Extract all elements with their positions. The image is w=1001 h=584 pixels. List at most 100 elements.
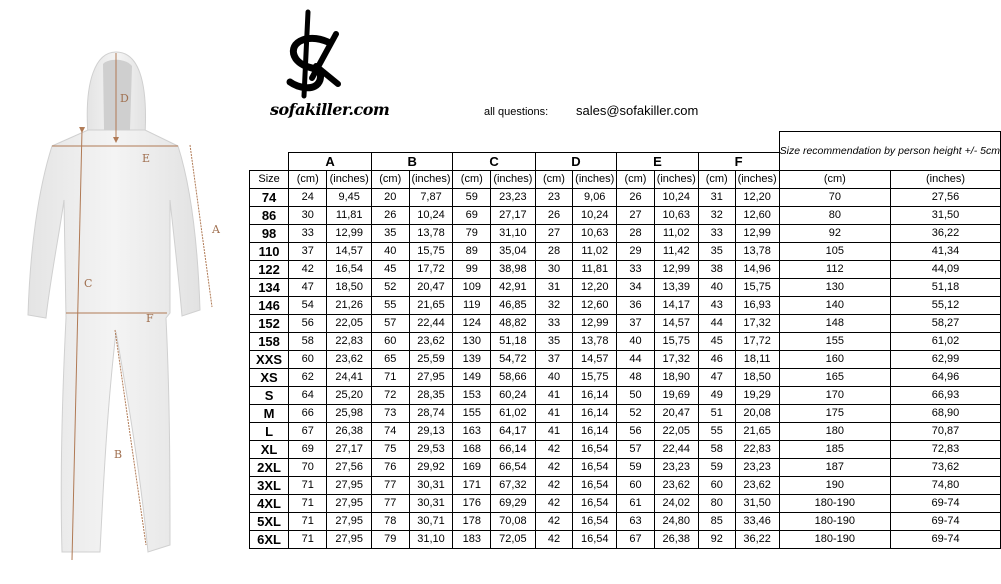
size-cell: L xyxy=(248,422,290,441)
unit-header-inches: (inches) xyxy=(326,170,372,189)
value-cell: 70,87 xyxy=(890,422,1001,441)
value-cell: 190 xyxy=(778,476,892,495)
value-cell: 59 xyxy=(697,458,736,477)
onesie-drawing xyxy=(27,51,201,553)
value-cell: 16,14 xyxy=(572,422,618,441)
value-cell: 73,62 xyxy=(890,458,1001,477)
value-cell: 22,44 xyxy=(408,314,454,333)
value-cell: 48 xyxy=(616,368,655,387)
size-cell: XS xyxy=(248,368,290,387)
value-cell: 187 xyxy=(778,458,892,477)
value-cell: 24,41 xyxy=(326,368,372,387)
value-cell: 38,98 xyxy=(490,260,536,279)
value-cell: 33 xyxy=(534,314,574,333)
figure-label-a: A xyxy=(211,223,221,236)
value-cell: 22,05 xyxy=(326,314,372,333)
value-cell: 139 xyxy=(452,350,492,369)
value-cell: 38 xyxy=(697,260,736,279)
value-cell: 29,13 xyxy=(408,422,454,441)
value-cell: 40 xyxy=(534,368,574,387)
value-cell: 37 xyxy=(534,350,574,369)
value-cell: 183 xyxy=(452,530,492,549)
value-cell: 79 xyxy=(370,530,410,549)
unit-header-cm: (cm) xyxy=(616,170,655,189)
unit-header-inches: (inches) xyxy=(408,170,454,189)
unit-header-cm: (cm) xyxy=(288,170,328,189)
value-cell: 12,20 xyxy=(572,278,618,297)
value-cell: 42 xyxy=(534,530,574,549)
table-row: 98 33 12,99 35 13,78 79 31,10 27 10,63 28 11,02 33 1… xyxy=(248,224,1001,243)
table-row: 146 54 21,26 55 21,65 119 46,85 32 12,60 36 14,17 4… xyxy=(248,296,1001,315)
value-cell: 27,56 xyxy=(890,188,1001,207)
value-cell: 47 xyxy=(288,278,328,297)
size-cell: 152 xyxy=(248,314,290,333)
value-cell: 67 xyxy=(616,530,655,549)
value-cell: 153 xyxy=(452,386,492,405)
value-cell: 40 xyxy=(697,278,736,297)
size-cell: 74 xyxy=(248,188,290,207)
value-cell: 45 xyxy=(370,260,410,279)
value-cell: 15,75 xyxy=(653,332,699,351)
size-cell: 146 xyxy=(248,296,290,315)
value-cell: 51 xyxy=(697,404,736,423)
table-row: S 64 25,20 72 28,35 153 60,24 41 16,14 50 19,69 49 1… xyxy=(248,386,1001,405)
value-cell: 163 xyxy=(452,422,492,441)
value-cell: 46,85 xyxy=(490,296,536,315)
value-cell: 29 xyxy=(616,242,655,261)
value-cell: 29,92 xyxy=(408,458,454,477)
value-cell: 37 xyxy=(616,314,655,333)
value-cell: 61,02 xyxy=(490,404,536,423)
value-cell: 11,81 xyxy=(572,260,618,279)
value-cell: 42 xyxy=(534,440,574,459)
value-cell: 23,62 xyxy=(653,476,699,495)
value-cell: 51,18 xyxy=(490,332,536,351)
value-cell: 37 xyxy=(288,242,328,261)
group-header-a: A xyxy=(288,151,372,172)
size-cell: 134 xyxy=(248,278,290,297)
size-cell: 110 xyxy=(248,242,290,261)
value-cell: 46 xyxy=(697,350,736,369)
value-cell: 31 xyxy=(534,278,574,297)
value-cell: 32 xyxy=(534,296,574,315)
value-cell: 54 xyxy=(288,296,328,315)
value-cell: 71 xyxy=(288,494,328,513)
value-cell: 15,75 xyxy=(408,242,454,261)
table-row: 5XL 71 27,95 78 30,71 178 70,08 42 16,54 63 24,80 8… xyxy=(248,512,1001,531)
table-row: 6XL 71 27,95 79 31,10 183 72,05 42 16,54 67 26,38 9… xyxy=(248,530,1001,549)
unit-header-inches: (inches) xyxy=(490,170,536,189)
group-header-d: D xyxy=(534,151,618,172)
value-cell: 16,54 xyxy=(572,440,618,459)
table-row: 86 30 11,81 26 10,24 69 27,17 26 10,24 27 10,63 32 1… xyxy=(248,206,1001,225)
size-cell: S xyxy=(248,386,290,405)
value-cell: 105 xyxy=(778,242,892,261)
header-row-top: Size recommendation by person height +/-… xyxy=(250,131,1001,171)
value-cell: 27,56 xyxy=(326,458,372,477)
unit-header-inches: (inches) xyxy=(572,170,618,189)
value-cell: 11,42 xyxy=(653,242,699,261)
value-cell: 10,24 xyxy=(653,188,699,207)
value-cell: 180-190 xyxy=(778,530,892,549)
value-cell: 61 xyxy=(616,494,655,513)
value-cell: 58,66 xyxy=(490,368,536,387)
value-cell: 20,08 xyxy=(734,404,780,423)
value-cell: 19,69 xyxy=(653,386,699,405)
value-cell: 11,81 xyxy=(326,206,372,225)
value-cell: 59 xyxy=(452,188,492,207)
measure-line-b xyxy=(114,329,147,546)
value-cell: 175 xyxy=(778,404,892,423)
value-cell: 27 xyxy=(534,224,574,243)
value-cell: 70 xyxy=(778,188,892,207)
value-cell: 12,99 xyxy=(326,224,372,243)
value-cell: 48,82 xyxy=(490,314,536,333)
value-cell: 74,80 xyxy=(890,476,1001,495)
value-cell: 178 xyxy=(452,512,492,531)
value-cell: 160 xyxy=(778,350,892,369)
value-cell: 10,63 xyxy=(653,206,699,225)
value-cell: 66 xyxy=(288,404,328,423)
unit-header-cm: (cm) xyxy=(370,170,410,189)
contact-email[interactable]: sales@sofakiller.com xyxy=(576,103,699,118)
value-cell: 155 xyxy=(778,332,892,351)
value-cell: 15,75 xyxy=(572,368,618,387)
value-cell: 99 xyxy=(452,260,492,279)
value-cell: 35 xyxy=(534,332,574,351)
